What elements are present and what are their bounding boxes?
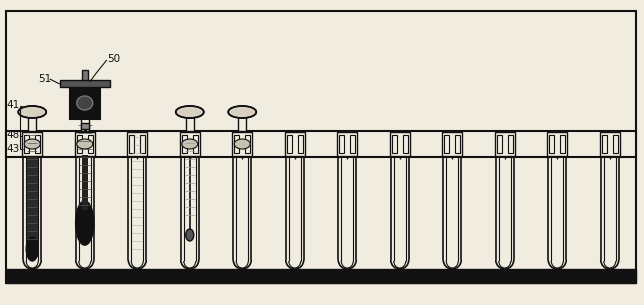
Bar	[77, 135, 82, 153]
Bar	[339, 135, 345, 153]
Bar	[285, 132, 305, 156]
Bar	[75, 132, 95, 156]
Ellipse shape	[19, 107, 45, 117]
Ellipse shape	[176, 106, 204, 118]
Bar	[507, 135, 513, 153]
Ellipse shape	[71, 106, 99, 118]
Bar	[350, 135, 355, 153]
Bar	[80, 117, 89, 131]
Bar	[455, 135, 460, 153]
Ellipse shape	[234, 139, 251, 149]
Bar	[185, 117, 194, 131]
Bar	[6, 11, 636, 283]
Bar	[390, 132, 410, 156]
Text: 50: 50	[107, 54, 120, 64]
Bar	[82, 155, 88, 210]
Ellipse shape	[18, 106, 46, 118]
Ellipse shape	[26, 237, 38, 261]
Ellipse shape	[182, 139, 198, 149]
Text: 48: 48	[6, 130, 19, 140]
Bar	[547, 132, 567, 156]
Bar	[549, 135, 554, 153]
Bar	[140, 135, 146, 153]
Ellipse shape	[71, 107, 98, 117]
Bar	[60, 80, 109, 87]
Bar	[80, 123, 89, 129]
Bar	[245, 135, 251, 153]
Ellipse shape	[228, 106, 256, 118]
Bar	[232, 132, 252, 156]
Bar	[497, 135, 502, 153]
Bar	[600, 132, 620, 156]
Bar	[612, 135, 618, 153]
Bar	[182, 135, 187, 153]
Bar	[601, 135, 607, 153]
Ellipse shape	[24, 139, 40, 149]
Bar	[392, 135, 397, 153]
Bar	[495, 132, 515, 156]
Bar	[442, 132, 462, 156]
Bar	[82, 70, 88, 80]
Bar	[298, 135, 303, 153]
Bar	[6, 131, 636, 157]
Bar	[70, 87, 100, 119]
Bar	[23, 132, 43, 156]
Bar	[337, 132, 357, 156]
Bar	[28, 117, 36, 131]
Ellipse shape	[185, 229, 194, 241]
Ellipse shape	[229, 107, 255, 117]
Bar	[560, 135, 565, 153]
Ellipse shape	[76, 201, 94, 245]
Bar	[129, 135, 134, 153]
Text: 51: 51	[38, 74, 51, 84]
Bar	[238, 117, 246, 131]
Bar	[402, 135, 408, 153]
Bar	[444, 135, 450, 153]
Bar	[6, 269, 636, 283]
Bar	[287, 135, 292, 153]
Text: 43: 43	[6, 144, 19, 154]
Bar	[193, 135, 198, 153]
Text: 41: 41	[6, 100, 19, 110]
Ellipse shape	[176, 107, 203, 117]
Bar	[24, 135, 29, 153]
Bar	[128, 132, 147, 156]
Bar	[35, 135, 40, 153]
Bar	[234, 135, 240, 153]
Bar	[27, 157, 38, 257]
Ellipse shape	[77, 139, 93, 149]
Bar	[88, 135, 93, 153]
Bar	[180, 132, 200, 156]
Ellipse shape	[77, 96, 93, 110]
